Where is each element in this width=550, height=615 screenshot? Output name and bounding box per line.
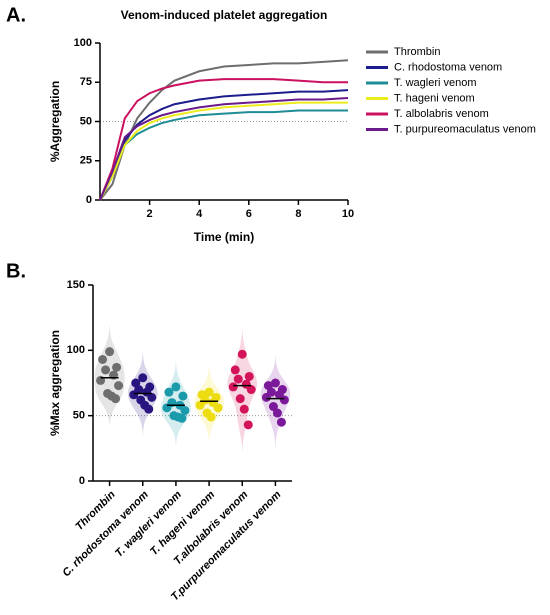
- y-tick-label: 100: [67, 344, 85, 356]
- series-line: [99, 101, 348, 201]
- data-point: [230, 365, 240, 375]
- data-point: [111, 394, 121, 404]
- data-point: [206, 412, 216, 422]
- data-point: [147, 392, 157, 402]
- series-line: [99, 89, 349, 201]
- data-point: [129, 390, 139, 400]
- data-point: [213, 403, 223, 413]
- data-point: [204, 387, 214, 397]
- x-tick-label: 4: [196, 208, 203, 220]
- x-tick-label: 6: [246, 208, 252, 220]
- violin: [227, 328, 258, 451]
- y-tick-label: 50: [80, 115, 92, 127]
- data-point: [178, 391, 188, 401]
- y-tick-label: 75: [80, 76, 92, 88]
- chart-title: Venom-induced platelet aggregation: [121, 8, 328, 22]
- data-point: [246, 385, 256, 395]
- data-point: [144, 404, 154, 414]
- y-tick-label: 25: [80, 155, 92, 167]
- y-tick-label: 0: [79, 475, 85, 487]
- data-point: [177, 413, 187, 423]
- data-point: [195, 400, 205, 410]
- data-point: [105, 347, 115, 357]
- data-point: [164, 387, 174, 397]
- legend-label: T. hageni venom: [394, 92, 475, 104]
- data-point: [180, 405, 190, 415]
- data-point: [239, 404, 249, 414]
- data-point: [276, 417, 286, 427]
- y-axis-label: %Aggregation: [48, 81, 62, 162]
- data-point: [261, 392, 271, 402]
- data-point: [235, 394, 245, 404]
- data-point: [272, 408, 282, 418]
- data-point: [243, 420, 253, 430]
- x-axis-label: Time (min): [194, 230, 254, 244]
- series-line: [99, 96, 349, 201]
- legend-label: C. rhodostoma venom: [394, 61, 502, 73]
- y-tick-label: 50: [73, 410, 85, 422]
- legend-label: T. albolabris venom: [394, 108, 489, 120]
- y-tick-label: 0: [86, 194, 92, 206]
- y-tick-label: 150: [67, 279, 85, 291]
- panel-label: B.: [6, 260, 26, 282]
- x-tick-label: 2: [147, 208, 153, 220]
- data-point: [171, 382, 181, 392]
- data-point: [112, 362, 122, 372]
- data-point: [233, 374, 243, 384]
- data-point: [237, 349, 247, 359]
- x-tick-label: 8: [295, 208, 301, 220]
- data-point: [279, 395, 289, 405]
- data-point: [114, 381, 124, 391]
- legend-label: T. purpureomaculatus venom: [394, 123, 536, 135]
- legend-label: Thrombin: [394, 46, 440, 58]
- y-tick-label: 100: [74, 37, 92, 49]
- legend-label: T. wagleri venom: [394, 77, 477, 89]
- data-point: [244, 371, 254, 381]
- series-line: [99, 78, 348, 201]
- series-line: [99, 59, 349, 201]
- x-tick-label: 10: [342, 208, 354, 220]
- data-point: [228, 382, 238, 392]
- data-point: [101, 365, 111, 375]
- panel-label: A.: [6, 4, 26, 26]
- y-axis-label: %Max aggregation: [48, 330, 62, 436]
- data-point: [270, 378, 280, 388]
- data-point: [138, 373, 148, 383]
- data-point: [268, 402, 278, 412]
- data-point: [98, 354, 108, 364]
